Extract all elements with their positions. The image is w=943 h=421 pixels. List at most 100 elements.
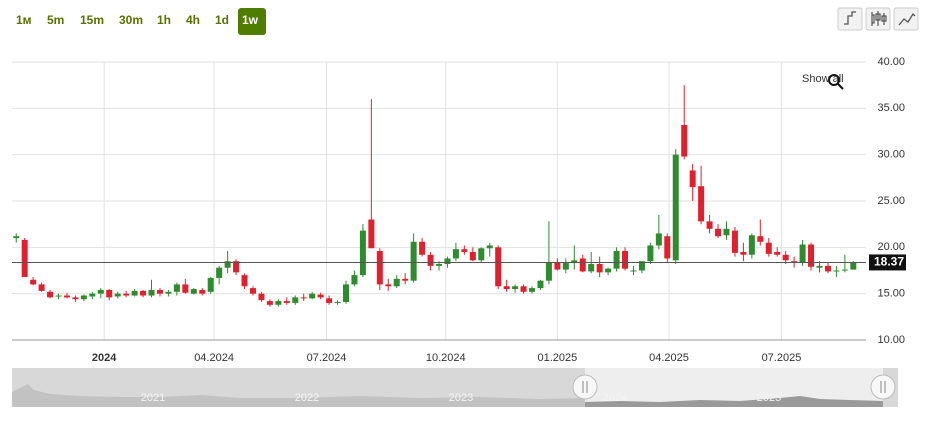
candle-body: [165, 291, 172, 294]
candle-body: [503, 286, 510, 290]
candle-body: [80, 295, 87, 300]
candle-body: [748, 235, 755, 255]
candle-body: [765, 242, 772, 254]
candle-body: [13, 236, 20, 239]
candle-body: [495, 247, 502, 287]
candle-body: [131, 290, 138, 296]
candle-body: [292, 297, 299, 303]
navigator-label: 2025: [757, 392, 781, 404]
timeframe-button[interactable]: 4h: [186, 13, 200, 27]
candle-body: [173, 284, 180, 292]
show-all-button[interactable]: Show all: [802, 73, 844, 85]
navigator-label: 2022: [295, 392, 319, 404]
candle-body: [833, 270, 840, 272]
candle-body: [199, 289, 206, 294]
candle-body: [436, 264, 442, 266]
icon-glyph: [898, 12, 916, 26]
y-tick-label: 10.00: [877, 334, 905, 346]
candle-body: [664, 236, 671, 259]
y-tick-label: 40.00: [877, 56, 905, 68]
candle-body: [72, 297, 79, 300]
timeframe-button[interactable]: 5m: [47, 13, 64, 27]
candle-body: [21, 239, 28, 277]
candle-body: [317, 294, 324, 298]
timeframe-button[interactable]: 30m: [119, 13, 143, 27]
candle-body: [461, 249, 468, 252]
candle-body: [579, 258, 586, 272]
candle-body: [740, 251, 747, 255]
candle-body: [757, 236, 764, 242]
plot: 1м 5m 15m 30m 1h 4h 1d 1w 10.00 15.00 20.00 25.00 30…: [12, 8, 906, 364]
timeframe-button[interactable]: 1w: [242, 13, 259, 27]
candle-body: [706, 221, 713, 229]
candle-body: [571, 260, 578, 264]
candle-body: [545, 262, 552, 281]
candle-body: [562, 263, 569, 270]
candle-body: [258, 293, 265, 301]
x-tick-label: 10.2024: [426, 352, 466, 364]
candle-body: [38, 284, 45, 291]
candle-body: [520, 286, 527, 292]
candle-body: [97, 289, 104, 294]
candle-body: [140, 290, 147, 296]
candle-body: [478, 248, 485, 261]
candle-body: [385, 284, 392, 287]
candle-body: [309, 293, 316, 299]
candle-body: [55, 295, 62, 297]
y-tick-label: 30.00: [877, 149, 905, 161]
candle-body: [723, 228, 730, 236]
timeframe-button[interactable]: 15m: [80, 13, 104, 27]
candle-body: [698, 186, 705, 222]
candle-body: [630, 270, 637, 272]
candle-body: [190, 289, 197, 294]
candle-body: [782, 254, 789, 261]
icon-glyph: [871, 11, 887, 26]
candle-body: [123, 293, 130, 296]
x-tick-label: 04.2024: [194, 352, 234, 364]
chart-type-icons: [837, 7, 919, 31]
candle-body: [824, 265, 831, 272]
candle-body: [275, 301, 282, 305]
navigator-handle[interactable]: [870, 374, 896, 400]
timeframe-button[interactable]: 1м: [16, 13, 32, 27]
icon-glyph: [844, 11, 856, 25]
candle-body: [300, 297, 307, 299]
timeframe-button[interactable]: 1d: [215, 13, 229, 27]
candle-body: [410, 241, 417, 281]
candle-body: [207, 277, 214, 292]
candle-body: [359, 230, 366, 276]
candle-body: [731, 230, 738, 253]
candle-body: [554, 262, 561, 270]
zoom-icon[interactable]: [828, 74, 844, 90]
x-tick-label: 07.2024: [307, 352, 347, 364]
candle-body: [655, 233, 662, 246]
candle-body: [427, 254, 434, 266]
candle-body: [156, 289, 163, 294]
timeframe-button[interactable]: 1h: [157, 13, 171, 27]
area-icon[interactable]: [893, 7, 919, 31]
candle-body: [715, 228, 722, 237]
candle-body: [30, 279, 37, 285]
candle-body: [799, 244, 806, 263]
y-tick-label: 15.00: [877, 288, 905, 300]
candle-body: [537, 280, 544, 289]
candle-body: [89, 293, 96, 297]
candle-body: [368, 219, 375, 249]
candle-body: [605, 268, 612, 273]
candle-body: [613, 251, 620, 269]
navigator-label: 2021: [141, 392, 165, 404]
candle-body: [529, 288, 536, 292]
navigator-handle[interactable]: [572, 374, 598, 400]
candle-body: [326, 298, 333, 303]
last-price-box: [869, 254, 906, 271]
candle-body: [622, 251, 629, 269]
candle-body: [486, 245, 493, 249]
candle-body: [351, 275, 358, 285]
navigator-label: 2023: [449, 392, 473, 404]
navigator-area: [585, 396, 883, 407]
candle-body: [808, 244, 815, 267]
x-tick-label: 07.2025: [762, 352, 802, 364]
candle-body: [216, 267, 223, 278]
line-icon[interactable]: [837, 7, 863, 31]
